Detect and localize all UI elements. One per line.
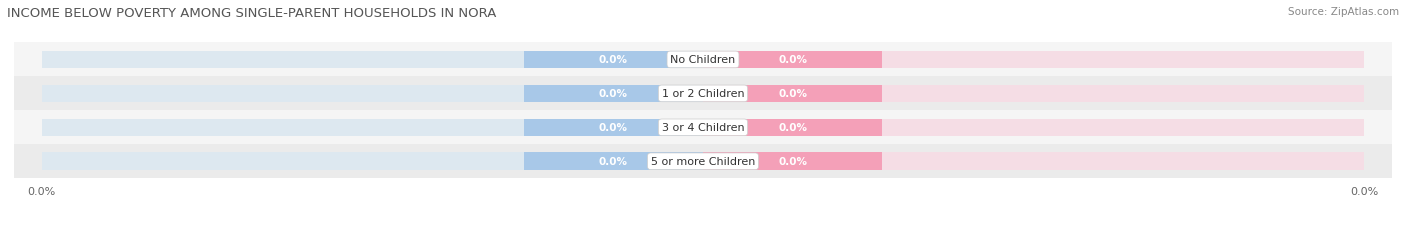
Text: 0.0%: 0.0%	[599, 55, 628, 65]
Bar	[14, 145, 1392, 179]
Bar	[524, 85, 703, 103]
Bar	[42, 85, 703, 103]
Bar	[703, 51, 1364, 69]
Bar	[14, 111, 1392, 145]
Text: No Children: No Children	[671, 55, 735, 65]
Text: 5 or more Children: 5 or more Children	[651, 157, 755, 167]
Text: 3 or 4 Children: 3 or 4 Children	[662, 123, 744, 133]
Text: 0.0%: 0.0%	[599, 123, 628, 133]
Bar	[524, 153, 703, 170]
Bar	[703, 85, 882, 103]
Bar	[42, 153, 703, 170]
Text: INCOME BELOW POVERTY AMONG SINGLE-PARENT HOUSEHOLDS IN NORA: INCOME BELOW POVERTY AMONG SINGLE-PARENT…	[7, 7, 496, 20]
Text: 0.0%: 0.0%	[778, 123, 807, 133]
Bar	[703, 85, 1364, 103]
Bar	[42, 51, 703, 69]
Bar	[703, 119, 1364, 137]
Bar	[703, 153, 882, 170]
Bar	[703, 153, 1364, 170]
Text: 0.0%: 0.0%	[778, 157, 807, 167]
Text: 1 or 2 Children: 1 or 2 Children	[662, 89, 744, 99]
Text: 0.0%: 0.0%	[599, 89, 628, 99]
Bar	[703, 51, 882, 69]
Bar	[14, 77, 1392, 111]
Text: 0.0%: 0.0%	[599, 157, 628, 167]
Bar	[524, 119, 703, 137]
Text: 0.0%: 0.0%	[778, 89, 807, 99]
Bar	[42, 119, 703, 137]
Text: Source: ZipAtlas.com: Source: ZipAtlas.com	[1288, 7, 1399, 17]
Bar	[703, 119, 882, 137]
Text: 0.0%: 0.0%	[778, 55, 807, 65]
Bar	[14, 43, 1392, 77]
Bar	[524, 51, 703, 69]
